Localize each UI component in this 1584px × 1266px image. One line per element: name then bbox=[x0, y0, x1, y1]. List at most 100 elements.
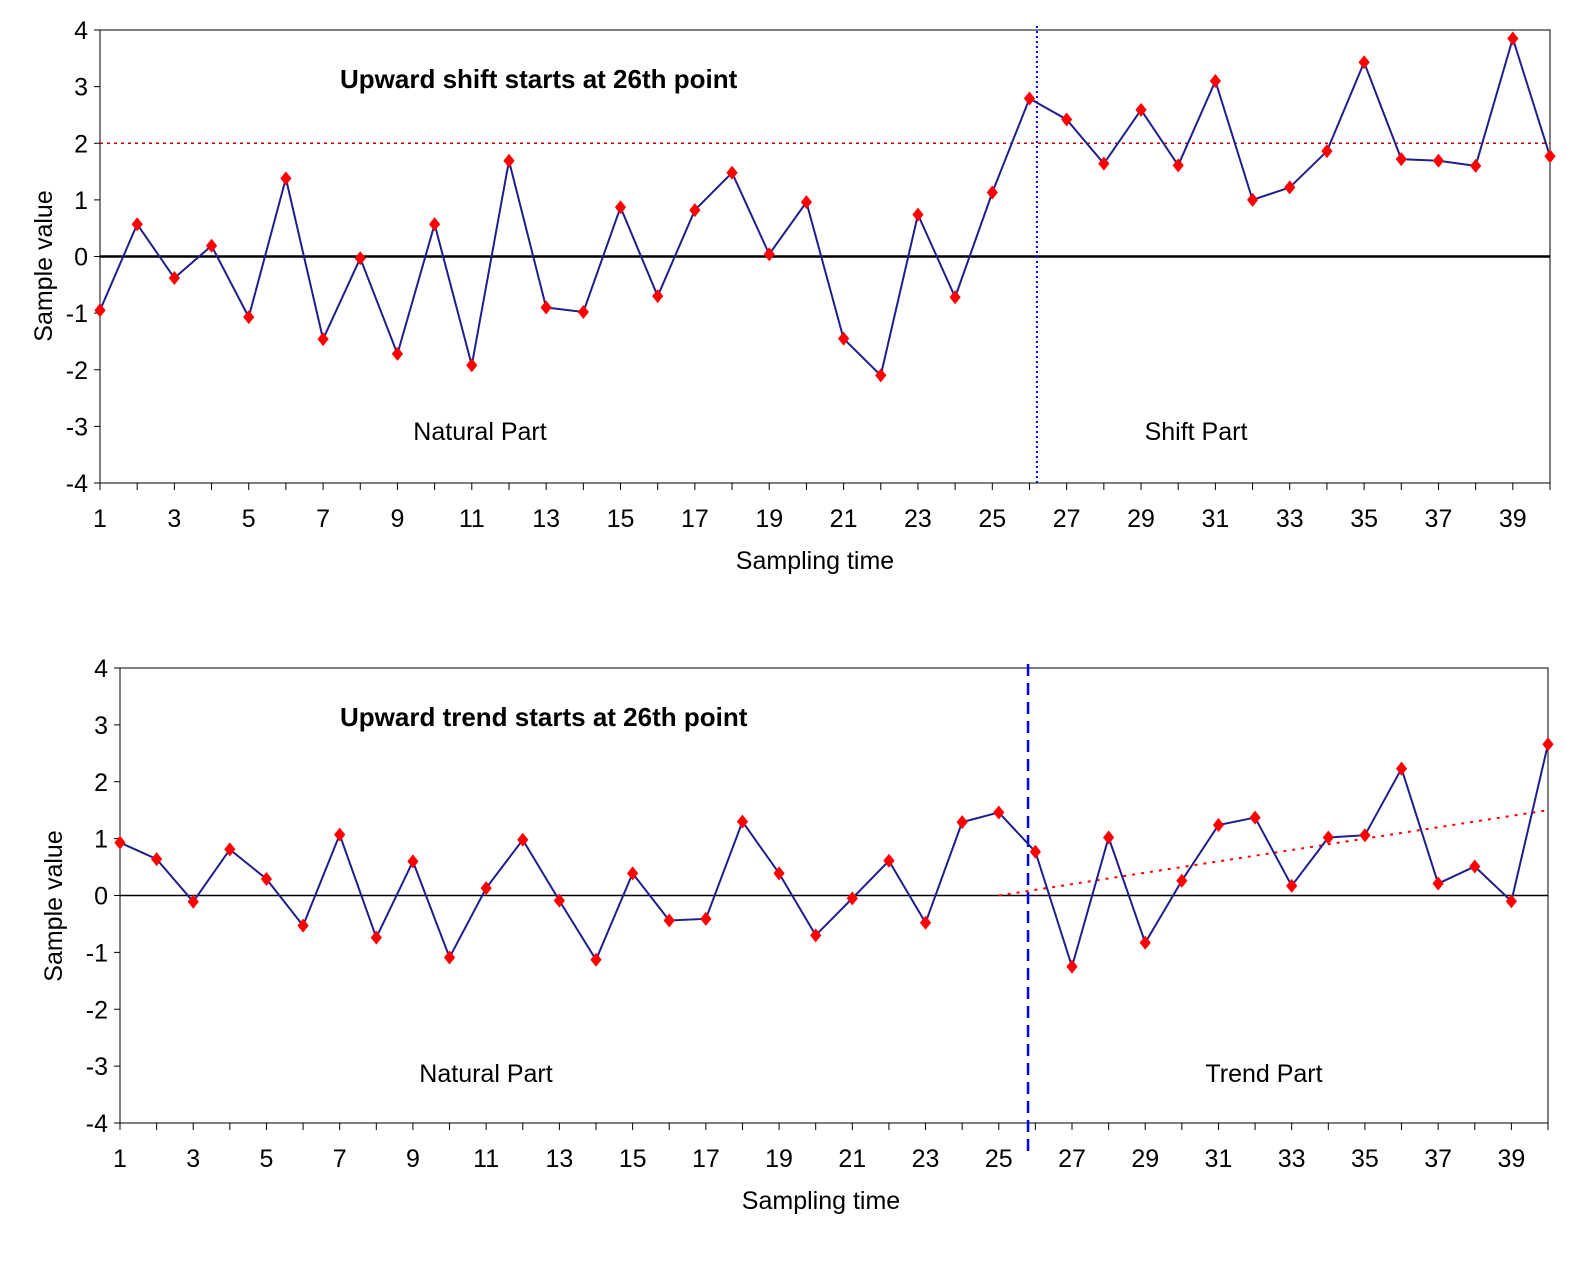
data-point-marker bbox=[912, 207, 924, 222]
data-point-marker bbox=[1358, 55, 1370, 70]
data-point-marker bbox=[800, 195, 813, 210]
data-point-marker bbox=[1432, 153, 1445, 168]
data-point-marker bbox=[1098, 156, 1110, 171]
x-tick-label: 7 bbox=[333, 1145, 347, 1173]
y-tick-label: 3 bbox=[74, 74, 88, 102]
x-tick-label: 19 bbox=[765, 1145, 793, 1173]
data-point-marker bbox=[1470, 158, 1482, 173]
data-point-marker bbox=[956, 815, 968, 830]
y-tick-label: -3 bbox=[86, 1053, 108, 1081]
x-tick-label: 17 bbox=[681, 505, 709, 533]
data-point-marker bbox=[205, 238, 218, 253]
data-point-marker bbox=[986, 185, 998, 200]
y-tick-label: 3 bbox=[94, 712, 108, 740]
data-point-marker bbox=[652, 289, 664, 304]
data-point-marker bbox=[614, 200, 627, 215]
y-tick-label: 0 bbox=[74, 244, 88, 272]
data-point-marker bbox=[949, 290, 961, 305]
data-point-marker bbox=[1023, 91, 1036, 106]
y-tick-label: 1 bbox=[94, 826, 108, 854]
data-point-marker bbox=[391, 346, 404, 361]
data-point-marker bbox=[1103, 830, 1115, 845]
data-point-marker bbox=[1359, 828, 1371, 843]
data-point-marker bbox=[875, 368, 887, 383]
data-point-marker bbox=[689, 203, 701, 218]
data-point-marker bbox=[297, 918, 309, 933]
x-tick-label: 15 bbox=[619, 1145, 647, 1173]
data-point-marker bbox=[1542, 737, 1554, 752]
data-point-marker bbox=[919, 915, 932, 930]
region-label-natural: Natural Part bbox=[413, 418, 546, 446]
data-point-marker bbox=[993, 805, 1005, 820]
x-tick-label: 21 bbox=[830, 505, 858, 533]
chart-title: Upward trend starts at 26th point bbox=[340, 702, 748, 732]
data-point-marker bbox=[370, 930, 382, 945]
data-point-marker bbox=[243, 310, 255, 325]
data-point-marker bbox=[1066, 959, 1078, 974]
data-point-marker bbox=[1321, 144, 1333, 159]
x-tick-label: 25 bbox=[978, 505, 1006, 533]
data-point-marker bbox=[429, 217, 441, 232]
x-tick-label: 35 bbox=[1351, 1145, 1379, 1173]
y-tick-label: 4 bbox=[74, 17, 88, 45]
x-tick-label: 3 bbox=[186, 1145, 200, 1173]
data-point-marker bbox=[810, 928, 822, 943]
data-point-marker bbox=[1507, 31, 1519, 46]
data-point-marker bbox=[466, 358, 478, 373]
x-tick-label: 11 bbox=[473, 1145, 499, 1173]
y-tick-label: -1 bbox=[66, 300, 88, 328]
y-tick-label: 4 bbox=[94, 655, 108, 683]
y-tick-label: 0 bbox=[94, 883, 108, 911]
x-tick-label: 37 bbox=[1424, 1145, 1452, 1173]
x-tick-label: 35 bbox=[1350, 505, 1378, 533]
region-label-natural: Natural Part bbox=[419, 1060, 552, 1088]
data-point-marker bbox=[1395, 761, 1408, 776]
y-tick-label: 2 bbox=[94, 769, 108, 797]
data-point-marker bbox=[131, 217, 143, 232]
y-tick-label: 1 bbox=[74, 187, 88, 215]
data-point-marker bbox=[280, 171, 292, 186]
data-point-marker bbox=[1029, 844, 1041, 859]
data-point-marker bbox=[224, 842, 236, 857]
data-point-marker bbox=[517, 832, 529, 847]
x-tick-label: 21 bbox=[838, 1145, 866, 1173]
x-tick-label: 33 bbox=[1276, 505, 1304, 533]
data-point-marker bbox=[1061, 112, 1073, 127]
x-tick-label: 19 bbox=[755, 505, 783, 533]
data-point-marker bbox=[317, 332, 329, 347]
x-tick-label: 7 bbox=[316, 505, 330, 533]
series-line bbox=[99, 35, 1551, 378]
data-point-marker bbox=[700, 911, 712, 926]
data-point-marker bbox=[837, 331, 850, 346]
data-point-marker bbox=[1249, 810, 1261, 825]
x-tick-label: 27 bbox=[1053, 505, 1081, 533]
x-tick-label: 1 bbox=[93, 505, 107, 533]
data-point-marker bbox=[1395, 152, 1407, 167]
x-tick-label: 17 bbox=[692, 1145, 720, 1173]
x-tick-label: 3 bbox=[167, 505, 181, 533]
y-tick-label: -1 bbox=[86, 939, 108, 967]
x-tick-label: 39 bbox=[1497, 1145, 1525, 1173]
x-tick-label: 29 bbox=[1131, 1145, 1159, 1173]
data-point-marker bbox=[1286, 878, 1298, 893]
data-point-marker bbox=[1246, 192, 1259, 207]
data-point-marker bbox=[883, 853, 895, 868]
y-tick-label: -2 bbox=[66, 357, 88, 385]
x-tick-label: 13 bbox=[545, 1145, 573, 1173]
data-point-marker bbox=[187, 894, 199, 909]
x-tick-label: 1 bbox=[113, 1145, 127, 1173]
data-point-marker bbox=[334, 827, 346, 842]
data-point-marker bbox=[1544, 149, 1556, 164]
x-tick-label: 5 bbox=[242, 505, 256, 533]
x-tick-label: 15 bbox=[607, 505, 635, 533]
region-label-shift: Shift Part bbox=[1145, 418, 1248, 446]
data-point-marker bbox=[354, 251, 366, 266]
data-point-marker bbox=[1432, 876, 1444, 891]
data-point-marker bbox=[553, 893, 565, 908]
x-tick-label: 29 bbox=[1127, 505, 1155, 533]
data-point-marker bbox=[577, 304, 589, 319]
data-point-marker bbox=[540, 300, 552, 315]
y-axis-title: Sample value bbox=[40, 830, 68, 981]
x-tick-label: 31 bbox=[1205, 1145, 1233, 1173]
